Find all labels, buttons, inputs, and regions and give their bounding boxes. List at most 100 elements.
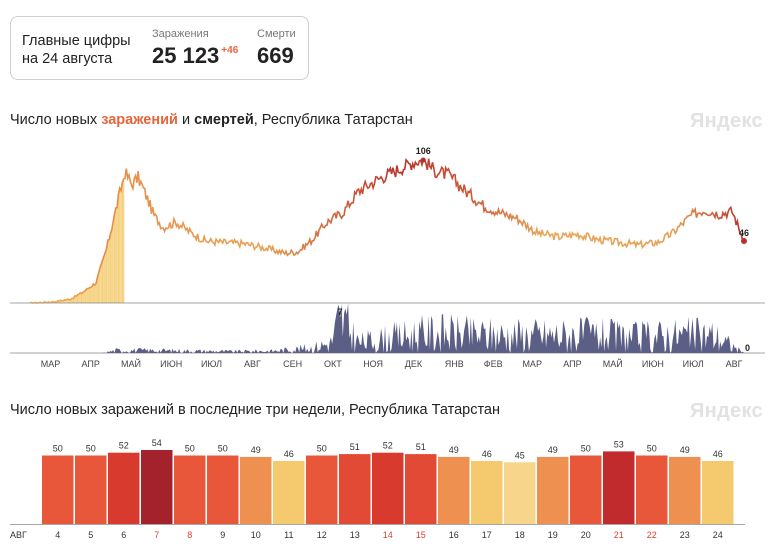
infections-early-bar	[120, 190, 122, 303]
day-label: 15	[416, 530, 426, 540]
infections-early-bar	[91, 286, 93, 303]
infections-early-bar	[66, 299, 68, 303]
month-label: СЕН	[283, 359, 302, 369]
chart1-title: Число новых заражений и смертей, Республ…	[10, 112, 413, 128]
bar-value-label: 50	[185, 444, 195, 454]
chart1-title-infections: заражений	[101, 112, 178, 128]
infections-early-bar	[74, 295, 76, 303]
infections-early-bar	[62, 300, 64, 303]
infections-early-bar	[69, 299, 71, 303]
infections-early-bar	[79, 292, 81, 303]
day-label: 20	[581, 530, 591, 540]
bar	[669, 456, 701, 524]
infections-early-bar	[116, 207, 118, 303]
infections-early-bar	[88, 287, 90, 303]
bar-value-label: 53	[614, 439, 624, 449]
bar	[42, 455, 74, 524]
day-label: 22	[647, 530, 657, 540]
deaths-stat: Смерти 669	[257, 28, 296, 69]
bar	[603, 451, 635, 524]
bar	[537, 456, 569, 524]
infections-early-bar	[90, 287, 92, 303]
infections-early-bar	[86, 288, 88, 303]
bar	[273, 461, 305, 524]
infections-early-bar	[105, 249, 108, 303]
infections-value-row: 25 123 +46	[152, 43, 238, 69]
bars-month-label: АВГ	[10, 530, 27, 540]
chart1-title-post: , Республика Татарстан	[253, 112, 413, 128]
bar-value-label: 46	[284, 449, 294, 459]
chart2-title: Число новых заражений в последние три не…	[10, 402, 500, 418]
bar-value-label: 49	[449, 445, 459, 455]
bar-value-label: 51	[350, 442, 360, 452]
infections-early-bar	[95, 283, 97, 303]
infections-early-bar	[115, 207, 117, 303]
infections-early-bar	[103, 256, 105, 303]
summary-title: Главные цифры на 24 августа	[22, 33, 131, 67]
infections-value: 25 123	[152, 43, 220, 68]
day-label: 21	[614, 530, 624, 540]
month-axis: МАР АПР МАЙ ИЮН ИЮЛ АВГ СЕН ОКТ НОЯ ДЕК ЯНВ ФЕВ МАР А…	[41, 358, 743, 369]
bar-value-label: 46	[713, 449, 723, 459]
day-label: 5	[88, 530, 93, 540]
infections-early-bar	[78, 294, 80, 303]
deaths-peak-label: 7	[338, 307, 343, 317]
deaths-last-label: 0	[745, 343, 750, 353]
day-label: 7	[154, 530, 159, 540]
bar-value-label: 49	[251, 445, 261, 455]
day-label: 11	[284, 530, 293, 540]
month-label: АПР	[82, 359, 100, 369]
infections-early-bar	[83, 291, 85, 303]
three-weeks-bar-chart: АВГ 50 4 50 5 52 6 54 7 50 8 50 9 49 10 46 11 50 12 51 13 52…	[10, 438, 745, 540]
infections-early-bar	[63, 300, 65, 303]
bar-value-label: 49	[680, 445, 690, 455]
infections-early-bar	[59, 300, 61, 303]
month-label: АВГ	[726, 359, 743, 369]
month-label: ИЮЛ	[683, 359, 704, 369]
infections-early-bar	[102, 260, 104, 303]
month-label: АПР	[563, 359, 581, 369]
infections-early-bar	[67, 299, 69, 303]
infections-early-bar	[65, 300, 67, 303]
day-label: 10	[251, 530, 261, 540]
bar-value-label: 50	[317, 444, 327, 454]
bar	[471, 461, 503, 524]
bar-value-label: 49	[548, 445, 558, 455]
bar-value-label: 46	[482, 449, 492, 459]
day-label: 4	[55, 530, 60, 540]
day-label: 6	[121, 530, 126, 540]
chart1-title-pre: Число новых	[10, 112, 102, 128]
day-label: 14	[383, 530, 393, 540]
infections-last-label: 46	[739, 228, 749, 238]
infections-early-bar	[107, 240, 109, 303]
infections-early-bar	[94, 285, 96, 303]
infections-early-bar	[71, 298, 73, 303]
bar	[405, 454, 437, 524]
infections-label: Заражения	[152, 28, 209, 40]
infections-early-bar	[109, 233, 112, 303]
bar	[240, 456, 272, 524]
infections-early-bar	[99, 268, 101, 303]
infections-early-bar	[76, 294, 79, 303]
chart1-title-mid: и	[177, 112, 195, 128]
month-label: ДЕК	[405, 359, 423, 369]
infections-peak-label: 106	[416, 146, 431, 156]
month-label: ОКТ	[324, 359, 342, 369]
month-label: ИЮЛ	[201, 359, 222, 369]
infections-early-bar	[98, 273, 100, 303]
month-label: МАЙ	[603, 358, 623, 369]
month-label: АВГ	[244, 359, 261, 369]
bar	[636, 455, 668, 524]
infections-early-bar	[75, 296, 77, 303]
infections-early-bar	[112, 222, 114, 303]
infections-early-bar	[92, 284, 94, 303]
bar	[306, 455, 338, 524]
infections-early-bar	[104, 252, 106, 303]
bar-value-label: 50	[647, 444, 657, 454]
month-label: МАР	[41, 359, 61, 369]
month-label: МАР	[522, 359, 542, 369]
bar	[372, 452, 404, 524]
day-label: 9	[220, 530, 225, 540]
infections-stat: Заражения 25 123 +46	[152, 28, 238, 69]
bar	[438, 456, 470, 524]
